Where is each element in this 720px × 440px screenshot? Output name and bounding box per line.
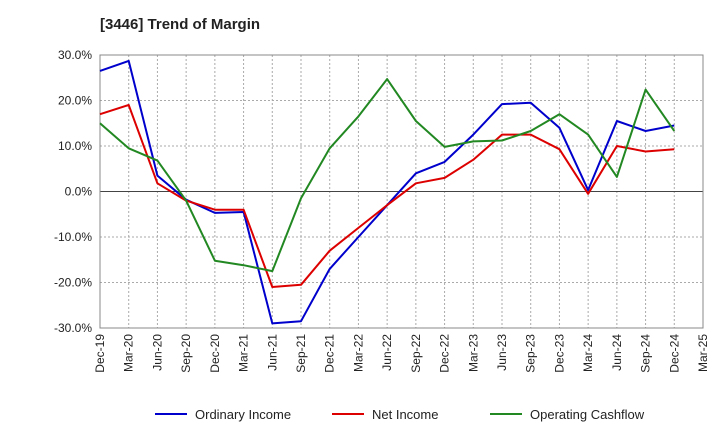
plot-border: [99, 54, 704, 329]
x-tick-label: Sep-24: [639, 334, 653, 373]
x-tick-label: Dec-24: [667, 334, 681, 373]
x-tick-label: Mar-25: [696, 334, 710, 372]
x-tick-label: Dec-23: [552, 334, 566, 373]
x-tick-label: Mar-21: [237, 334, 251, 372]
series-line-net-income: [99, 104, 675, 288]
x-tick-label: Sep-20: [179, 334, 193, 373]
legend-label: Net Income: [372, 407, 438, 422]
x-tick-label: Sep-23: [524, 334, 538, 373]
legend-label: Ordinary Income: [195, 407, 291, 422]
x-tick-label: Dec-22: [438, 334, 452, 373]
legend-label: Operating Cashflow: [530, 407, 645, 422]
y-tick-label: -10.0%: [54, 230, 92, 244]
y-tick-label: 10.0%: [58, 139, 92, 153]
x-tick-label: Mar-24: [581, 334, 595, 372]
x-tick-label: Jun-21: [265, 334, 279, 371]
y-tick-label: 30.0%: [58, 48, 92, 62]
chart-title: [3446] Trend of Margin: [100, 16, 261, 33]
y-tick-label: 20.0%: [58, 94, 92, 108]
x-tick-label: Jun-22: [380, 334, 394, 371]
y-tick-label: -30.0%: [54, 321, 92, 335]
x-tick-label: Jun-23: [495, 334, 509, 371]
x-tick-label: Mar-23: [466, 334, 480, 372]
x-tick-label: Dec-21: [323, 334, 337, 373]
x-tick-label: Mar-22: [351, 334, 365, 372]
x-tick-label: Mar-20: [122, 334, 136, 372]
x-tick-label: Jun-24: [610, 334, 624, 371]
axis-layer: 30.0%20.0%10.0%0.0%-10.0%-20.0%-30.0%Dec…: [54, 48, 710, 373]
series-line-operating-cashflow: [99, 78, 676, 273]
y-tick-label: 0.0%: [65, 185, 93, 199]
y-tick-label: -20.0%: [54, 276, 92, 290]
x-tick-label: Jun-20: [150, 334, 164, 371]
grid-layer: [99, 54, 704, 329]
legend: Ordinary Income Net Income Operating Cashf…: [155, 407, 645, 422]
x-tick-label: Sep-22: [409, 334, 423, 373]
x-tick-label: Sep-21: [294, 334, 308, 373]
series-layer: [99, 59, 676, 325]
x-tick-label: Dec-19: [93, 334, 107, 373]
x-tick-label: Dec-20: [208, 334, 222, 373]
